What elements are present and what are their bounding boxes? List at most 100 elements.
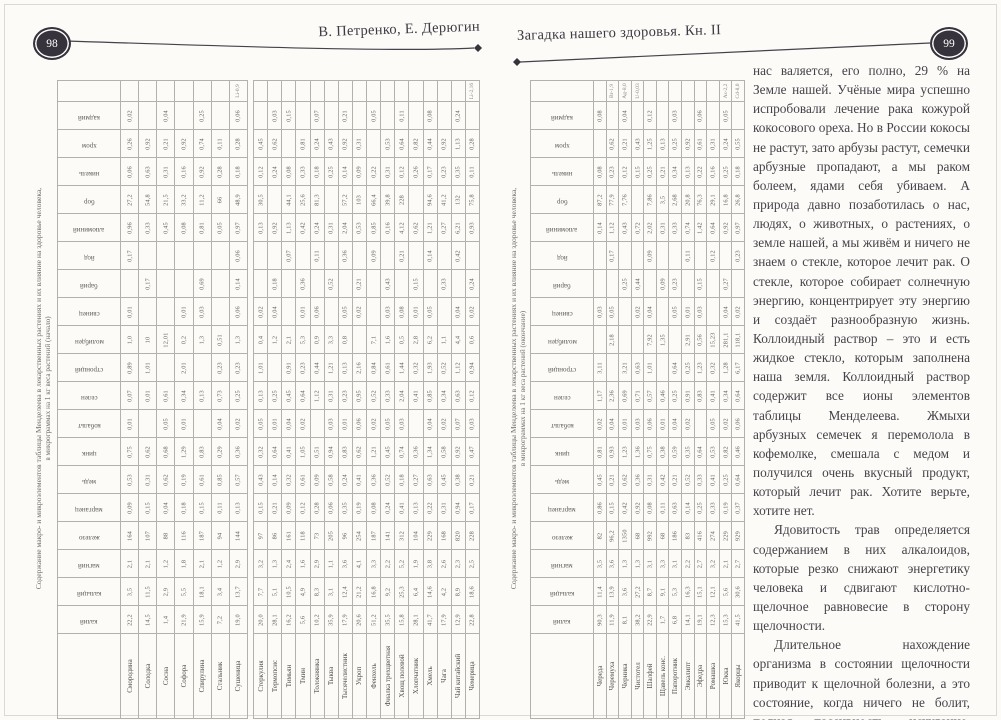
value-cell xyxy=(593,241,607,270)
value-cell: 0,24 xyxy=(464,269,481,298)
value-cell: 0,64 xyxy=(668,353,683,382)
value-cell: 281,1 xyxy=(718,325,733,354)
plant-name: Тыква xyxy=(323,633,339,719)
value-cell: 1,05 xyxy=(295,437,311,466)
caption-line-1: Содержание макро- и микроэлементов табли… xyxy=(509,187,518,590)
value-cell: 0,45 xyxy=(156,213,176,242)
value-cell: 0,24 xyxy=(267,157,283,186)
value-cell: 0,35 xyxy=(337,493,353,522)
value-cell: 0,12 xyxy=(295,493,311,522)
value-cell: 25,6 xyxy=(295,185,311,214)
value-cell: 0,36 xyxy=(408,437,424,466)
value-cell: 3,21 xyxy=(618,353,632,382)
value-cell: 4,9 xyxy=(295,577,311,606)
value-cell: 0,19 xyxy=(718,493,733,522)
value-cell: 0,64 xyxy=(267,437,283,466)
value-cell: 0,64 xyxy=(731,465,745,494)
value-cell: 0,2 xyxy=(174,325,194,354)
value-cell: 0,04 xyxy=(422,409,438,438)
value-cell: 0,04 xyxy=(156,493,176,522)
value-cell: 0,45 xyxy=(281,381,297,410)
value-cell: 0,69 xyxy=(192,269,212,298)
value-cell: 0,44 xyxy=(630,269,645,298)
value-cell: 0,31 xyxy=(706,129,720,158)
value-cell: 187 xyxy=(365,521,382,550)
value-cell: 0,45 xyxy=(436,465,452,494)
value-cell xyxy=(252,241,269,270)
value-cell: 5,3 xyxy=(668,577,683,606)
value-cell: 14,5 xyxy=(138,605,158,634)
value-cell: 0,21 xyxy=(394,241,410,270)
value-cell: 0,63 xyxy=(630,353,645,382)
value-cell: 2,1 xyxy=(119,549,140,578)
value-cell: 0,05 xyxy=(422,297,438,326)
value-cell: 0,07 xyxy=(119,381,140,410)
value-cell: 254 xyxy=(351,521,368,550)
value-cell: 15,3 xyxy=(718,605,733,634)
value-cell xyxy=(138,101,158,130)
value-cell: 0,25 xyxy=(192,101,212,130)
value-cell: 0,45 xyxy=(252,129,269,158)
value-cell: 1,4 xyxy=(156,605,176,634)
value-cell: 0,09 xyxy=(309,465,325,494)
value-cell: 0,14 xyxy=(593,213,607,242)
value-cell: 12,1 xyxy=(706,577,720,606)
value-cell: 0,43 xyxy=(618,213,632,242)
value-cell xyxy=(337,269,353,298)
value-cell: 1,6 xyxy=(295,549,311,578)
value-cell: 1,2 xyxy=(210,549,230,578)
value-cell: 0,62 xyxy=(408,213,424,242)
minerals-grid: Br-1,9 Ag-8,0 U-0,03 As-2,2 Cd-8,0 кадмий 0,08… xyxy=(530,80,745,719)
value-cell: 1,36 xyxy=(630,437,645,466)
extra-elements-note xyxy=(436,80,452,102)
value-cell: 0,05 xyxy=(252,409,269,438)
minerals-table-part1: Li-0,9 кадмий 0,02 0,04 0,25 0,06 хром 0,26 0,92… xyxy=(57,80,249,719)
value-cell xyxy=(436,297,452,326)
value-cell xyxy=(408,101,424,130)
value-cell: 57,2 xyxy=(337,185,353,214)
value-cell: 27,2 xyxy=(119,185,140,214)
value-cell xyxy=(731,101,745,130)
value-cell: 0,94 xyxy=(464,353,481,382)
value-cell: 0,31 xyxy=(351,129,368,158)
value-cell: 0,02 xyxy=(731,297,745,326)
element-label: медь xyxy=(57,465,121,494)
value-cell: 1,3 xyxy=(228,325,249,354)
value-cell: 0,08 xyxy=(593,101,607,130)
element-label: селен xyxy=(57,381,121,410)
value-cell: 0,23 xyxy=(228,353,249,382)
value-cell: 0,21 xyxy=(267,493,283,522)
plant-name: Тимьян xyxy=(281,633,297,719)
extra-elements-note: Cd-8,0 xyxy=(731,80,745,102)
value-cell: 0,12 xyxy=(252,157,269,186)
value-cell: 76,3 xyxy=(693,185,708,214)
value-cell xyxy=(655,353,670,382)
value-cell: 103 xyxy=(351,185,368,214)
value-cell: 77,9 xyxy=(605,185,620,214)
value-cell: 96,2 xyxy=(605,521,620,550)
extra-elements-note: U-0,03 xyxy=(630,80,645,102)
value-cell: 5,6 xyxy=(718,577,733,606)
value-cell: 0,15 xyxy=(192,493,212,522)
value-cell: 0,93 xyxy=(605,437,620,466)
value-cell: 0,61 xyxy=(693,129,708,158)
value-cell: 0,61 xyxy=(156,381,176,410)
plant-name: Эфедра xyxy=(693,633,708,719)
value-cell xyxy=(630,185,645,214)
value-cell: 0,08 xyxy=(365,493,382,522)
plant-name: Папоротник xyxy=(668,633,683,719)
value-cell: 0,31 xyxy=(138,465,158,494)
value-cell: 0,85 xyxy=(365,213,382,242)
value-cell: 16,3 xyxy=(681,577,695,606)
value-cell: 0,09 xyxy=(351,157,368,186)
value-cell xyxy=(174,101,194,130)
element-label: магний xyxy=(530,549,594,578)
value-cell: 3,6 xyxy=(337,549,353,578)
value-cell: 0,24 xyxy=(309,213,325,242)
value-cell: 18,1 xyxy=(192,577,212,606)
value-cell: 1,93 xyxy=(422,353,438,382)
minerals-table-part3: Br-1,9 Ag-8,0 U-0,03 As-2,2 Cd-8,0 кадмий 0,08… xyxy=(530,80,745,719)
value-cell: 66,4 xyxy=(365,185,382,214)
value-cell: 0,23 xyxy=(337,381,353,410)
value-cell: 3,3 xyxy=(365,549,382,578)
